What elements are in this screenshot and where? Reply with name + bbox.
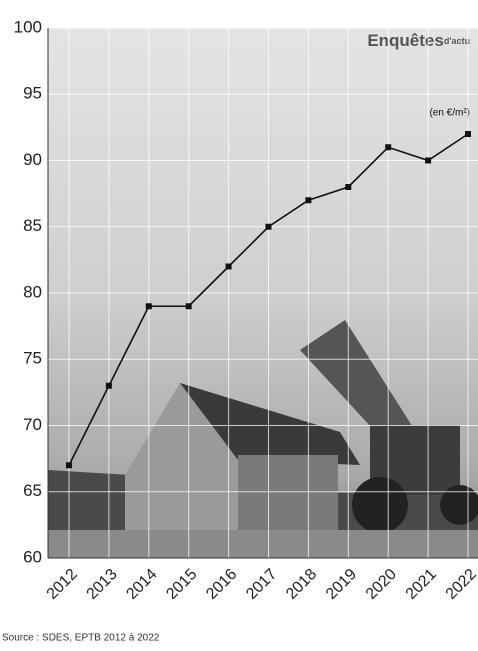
y-tick-label: 75 bbox=[23, 349, 42, 368]
y-tick-label: 70 bbox=[23, 415, 42, 434]
brand-suffix: d'actu bbox=[444, 36, 470, 46]
data-point bbox=[265, 223, 272, 230]
x-tick-label: 2014 bbox=[123, 566, 160, 603]
y-tick-label: 65 bbox=[23, 481, 42, 500]
data-point bbox=[305, 197, 312, 204]
x-tick-label: 2021 bbox=[403, 566, 440, 603]
y-tick-label: 80 bbox=[23, 282, 42, 301]
y-tick-label: 100 bbox=[14, 17, 42, 36]
x-tick-label: 2013 bbox=[84, 566, 121, 603]
data-point bbox=[465, 131, 471, 137]
data-point bbox=[185, 303, 192, 310]
y-tick-label: 60 bbox=[23, 547, 42, 566]
data-point bbox=[345, 184, 352, 190]
data-point bbox=[385, 144, 392, 151]
x-tick-label: 2022 bbox=[443, 566, 478, 603]
y-tick-label: 90 bbox=[23, 150, 42, 169]
data-point bbox=[225, 263, 232, 270]
x-tick-label: 2019 bbox=[323, 566, 360, 603]
unit-label: (en €/m²) bbox=[429, 108, 470, 119]
data-point bbox=[66, 462, 72, 469]
source: Source : SDES, EPTB 2012 à 2022 bbox=[2, 633, 160, 644]
x-tick-label: 2018 bbox=[283, 566, 320, 603]
x-tick-label: 2012 bbox=[44, 566, 81, 603]
x-tick-label: 2020 bbox=[363, 566, 400, 603]
x-tick-label: 2015 bbox=[163, 566, 200, 603]
x-tick-label: 2016 bbox=[203, 566, 240, 603]
x-tick-label: 2017 bbox=[243, 566, 280, 603]
data-point bbox=[425, 157, 432, 164]
y-tick-label: 95 bbox=[23, 84, 42, 103]
data-point bbox=[145, 303, 152, 310]
y-tick-label: 85 bbox=[23, 216, 42, 235]
brand-name: Enquêtes bbox=[367, 31, 444, 50]
data-point bbox=[105, 382, 112, 389]
brand: Enquêtesd'actu bbox=[367, 31, 470, 50]
